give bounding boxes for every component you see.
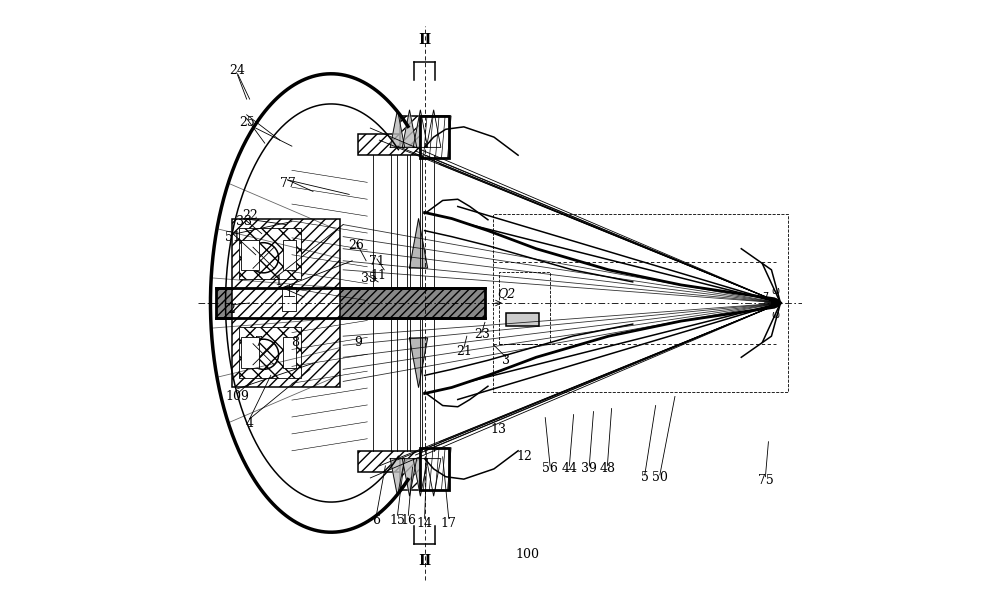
Text: 14: 14 <box>417 517 433 530</box>
Text: ω: ω <box>772 286 780 296</box>
Text: 51: 51 <box>225 231 241 244</box>
Bar <box>283 239 296 270</box>
Text: 9: 9 <box>354 336 362 348</box>
Text: Q2: Q2 <box>497 287 515 300</box>
Text: 24: 24 <box>230 64 246 77</box>
Bar <box>239 327 301 378</box>
Bar <box>506 313 539 326</box>
Text: 109: 109 <box>226 390 250 403</box>
Text: 12: 12 <box>516 450 532 464</box>
Text: 7: 7 <box>255 336 263 348</box>
Text: 26: 26 <box>348 239 364 252</box>
Bar <box>282 287 296 311</box>
Text: 21: 21 <box>456 345 472 358</box>
Text: ω: ω <box>772 310 780 320</box>
Bar <box>420 116 449 158</box>
Text: 11: 11 <box>370 269 386 282</box>
Text: 13: 13 <box>491 423 507 436</box>
Polygon shape <box>402 110 417 147</box>
Bar <box>400 116 449 147</box>
Text: 8: 8 <box>291 336 299 348</box>
Text: 1: 1 <box>275 275 283 288</box>
Text: 39: 39 <box>581 462 597 475</box>
Text: 48: 48 <box>599 462 615 475</box>
Circle shape <box>771 299 780 307</box>
Text: 56: 56 <box>542 462 558 475</box>
Bar <box>358 451 443 472</box>
Text: 35: 35 <box>361 272 376 285</box>
Polygon shape <box>410 219 428 268</box>
Text: 16: 16 <box>400 514 416 527</box>
Text: 7: 7 <box>762 292 769 302</box>
Bar <box>358 134 443 155</box>
Bar <box>239 228 301 279</box>
Text: 2: 2 <box>228 302 236 316</box>
Text: 3: 3 <box>502 354 510 367</box>
Bar <box>499 271 550 344</box>
Polygon shape <box>413 459 428 496</box>
Text: 22: 22 <box>242 209 258 222</box>
Text: II: II <box>418 33 431 47</box>
Text: 33: 33 <box>236 215 252 228</box>
Text: 77: 77 <box>280 177 296 190</box>
Polygon shape <box>426 459 441 496</box>
Polygon shape <box>402 459 417 496</box>
Bar <box>216 288 485 318</box>
Polygon shape <box>426 110 441 147</box>
Text: 50: 50 <box>652 471 668 484</box>
Text: 17: 17 <box>441 517 457 530</box>
Text: 71: 71 <box>369 256 385 268</box>
Bar <box>493 214 788 392</box>
Bar <box>232 219 340 387</box>
Text: 23: 23 <box>474 328 490 341</box>
Text: 6: 6 <box>372 514 380 527</box>
Polygon shape <box>390 459 405 496</box>
Text: 4: 4 <box>246 417 254 430</box>
Polygon shape <box>410 338 428 387</box>
Text: 100: 100 <box>515 548 539 561</box>
Bar <box>420 448 449 490</box>
Polygon shape <box>413 110 428 147</box>
Text: 15: 15 <box>390 514 405 527</box>
Bar <box>241 239 259 270</box>
Text: 44: 44 <box>561 462 577 475</box>
Text: II: II <box>418 554 431 568</box>
Text: 5: 5 <box>641 471 649 484</box>
Polygon shape <box>390 110 405 147</box>
Bar <box>241 338 259 368</box>
Text: 75: 75 <box>758 474 773 487</box>
Bar <box>400 459 449 490</box>
Bar <box>283 338 296 368</box>
Text: 25: 25 <box>239 116 255 128</box>
